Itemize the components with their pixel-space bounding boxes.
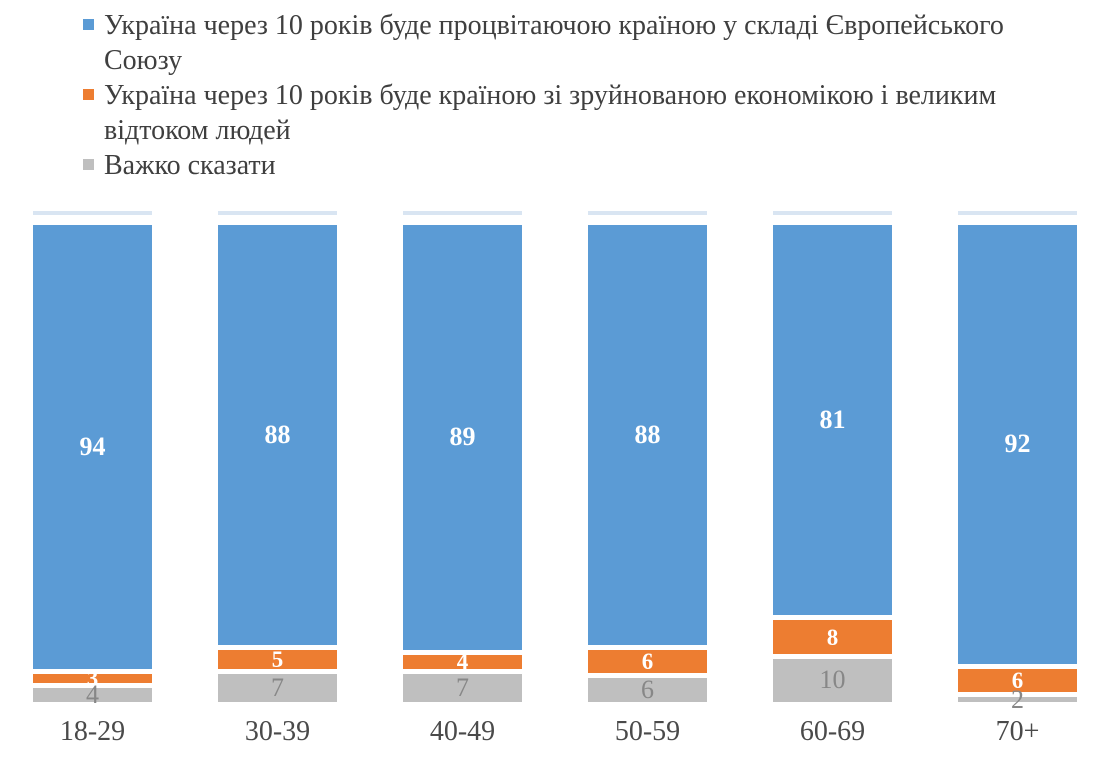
legend-label: Україна через 10 років буде процвітаючою… [104, 10, 1004, 76]
legend-label: Україна через 10 років буде країною зі з… [104, 80, 997, 146]
bar-column-40-49: 89 4 7 40-49 [403, 211, 522, 746]
data-label: 92 [1004, 429, 1031, 459]
bar-segment-ruined-economy: 5 [218, 644, 337, 669]
data-label: 89 [449, 422, 476, 452]
bar-segment-hard-to-say: 2 [958, 686, 1077, 712]
legend-item-hard-to-say: Важко сказати [83, 148, 1083, 183]
data-label: 6 [1011, 668, 1024, 693]
data-label: 5 [271, 646, 284, 669]
category-label: 30-39 [244, 716, 311, 747]
bar-segment-ruined-economy: 6 [588, 644, 707, 674]
bar-segment-ruined-economy: 3 [33, 668, 152, 684]
category-label: 50-59 [614, 716, 681, 747]
data-label: 7 [456, 672, 469, 702]
bar-column-50-59: 88 6 6 50-59 [588, 211, 707, 746]
data-label: 6 [641, 675, 654, 705]
legend-label: Важко сказати [104, 150, 276, 181]
category-label: 70+ [995, 716, 1040, 747]
data-label: 7 [271, 672, 284, 702]
category-label: 60-69 [799, 716, 866, 747]
bar-segment-ruined-economy: 8 [773, 615, 892, 654]
data-label: 81 [819, 405, 846, 435]
bar-top-ghost-strip [218, 211, 337, 215]
bar-top-ghost-strip [773, 211, 892, 215]
data-label: 2 [1011, 684, 1024, 714]
bar-column-18-29: 94 3 4 18-29 [33, 211, 152, 746]
legend-item-eu-prosperous: Україна через 10 років буде процвітаючою… [83, 8, 1083, 78]
bar-column-30-39: 88 5 7 30-39 [218, 211, 337, 746]
data-label: 94 [79, 431, 106, 461]
bar-segment-eu-prosperous: 88 [588, 225, 707, 645]
bar-segment-hard-to-say: 6 [588, 673, 707, 705]
category-label: 40-49 [429, 716, 496, 747]
data-label: 4 [86, 680, 99, 710]
data-label: 3 [86, 668, 99, 684]
data-label: 4 [456, 649, 469, 669]
data-label: 10 [819, 665, 846, 695]
legend-marker-gray-icon [83, 159, 94, 170]
bar-column-70+: 92 6 2 70+ [958, 211, 1077, 746]
plot-area: 94 3 4 18-29 88 5 7 30-39 89 4 7 40-49 88 6 6 50-59 81 8 1… [33, 211, 1077, 746]
bar-segment-ruined-economy: 6 [958, 663, 1077, 693]
data-label: 88 [264, 419, 291, 449]
bar-top-ghost-strip [403, 211, 522, 215]
bar-top-ghost-strip [958, 211, 1077, 215]
bar-segment-eu-prosperous: 92 [958, 225, 1077, 664]
legend-marker-blue-icon [83, 19, 94, 30]
data-label: 88 [634, 419, 661, 449]
bar-segment-hard-to-say: 7 [218, 668, 337, 702]
legend-marker-orange-icon [83, 89, 94, 100]
chart-legend: Україна через 10 років буде процвітаючою… [83, 8, 1083, 183]
bar-segment-ruined-economy: 4 [403, 649, 522, 669]
bar-top-ghost-strip [588, 211, 707, 215]
bar-segment-eu-prosperous: 94 [33, 225, 152, 669]
bar-segment-eu-prosperous: 81 [773, 225, 892, 616]
legend-item-ruined-economy: Україна через 10 років буде країною зі з… [83, 78, 1083, 148]
category-label: 18-29 [59, 716, 126, 747]
bar-top-ghost-strip [33, 211, 152, 215]
data-label: 6 [641, 649, 654, 674]
bar-segment-eu-prosperous: 89 [403, 225, 522, 650]
bar-segment-hard-to-say: 10 [773, 653, 892, 702]
bar-segment-eu-prosperous: 88 [218, 225, 337, 645]
bar-segment-hard-to-say: 4 [33, 682, 152, 708]
bar-segment-hard-to-say: 7 [403, 668, 522, 702]
data-label: 8 [826, 624, 839, 650]
bar-column-60-69: 81 8 10 60-69 [773, 211, 892, 746]
